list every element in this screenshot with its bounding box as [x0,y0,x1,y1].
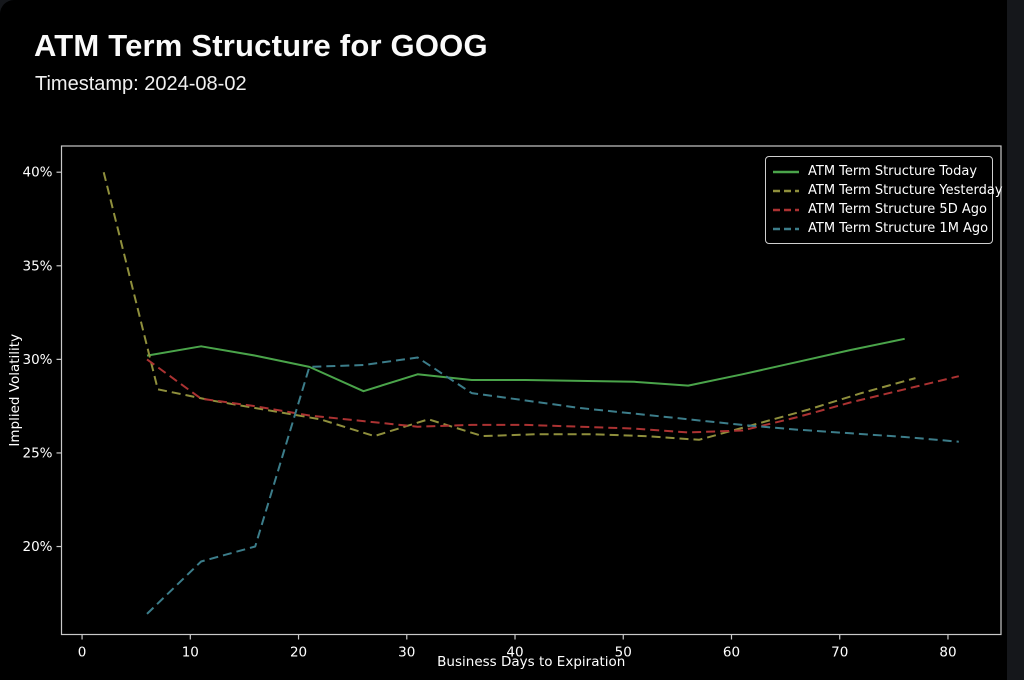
legend-item: ATM Term Structure Today [773,162,984,181]
dashed-line-swatch-icon [773,189,799,192]
legend: ATM Term Structure Today ATM Term Structu… [765,156,1003,244]
x-tick-label: 30 [398,645,415,661]
y-tick-label: 20% [22,539,52,555]
x-tick-label: 70 [831,645,848,661]
legend-label: ATM Term Structure Yesterday [808,183,1003,198]
dashed-line-swatch-icon [773,227,799,230]
x-tick-label: 50 [615,645,632,661]
x-axis-label: Business Days to Expiration [437,654,625,670]
y-tick-label: 40% [22,165,52,181]
x-tick-label: 20 [290,645,307,661]
legend-label: ATM Term Structure Today [808,164,978,179]
legend-label: ATM Term Structure 5D Ago [808,202,987,217]
dashed-line-swatch-icon [773,208,799,211]
y-tick-label: 30% [22,352,52,368]
plot-frame [60,145,1002,636]
y-axis-label: Implied Volatility [7,334,23,447]
x-tick-label: 10 [182,645,199,661]
timestamp-label: Timestamp: 2024-08-02 [35,73,247,95]
page-title: ATM Term Structure for GOOG [34,28,488,63]
series-line-2 [146,358,960,434]
x-tick-label: 40 [506,645,523,661]
x-tick-label: 80 [939,645,956,661]
legend-item: ATM Term Structure 5D Ago [773,200,987,219]
x-tick-label: 60 [723,645,740,661]
series-line-0 [146,337,905,393]
series-line-1 [102,171,916,441]
legend-label: ATM Term Structure 1M Ago [808,221,989,236]
y-tick-label: 35% [22,258,52,274]
legend-item: ATM Term Structure Yesterday [773,181,1003,200]
series-line-3 [146,356,959,615]
solid-line-swatch-icon [773,170,799,173]
x-tick-label: 0 [78,645,87,661]
legend-item: ATM Term Structure 1M Ago [773,219,988,238]
y-tick-label: 25% [22,445,52,461]
